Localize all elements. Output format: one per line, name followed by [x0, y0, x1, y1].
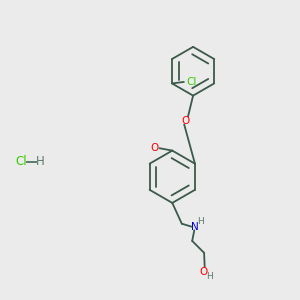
Text: O: O [182, 116, 190, 126]
Text: H: H [36, 155, 45, 168]
Text: O: O [150, 143, 158, 153]
Text: N: N [191, 222, 199, 232]
Text: H: H [206, 272, 212, 281]
Text: Cl: Cl [15, 155, 26, 168]
Text: Cl: Cl [186, 77, 196, 87]
Text: O: O [199, 268, 207, 278]
Text: H: H [197, 217, 204, 226]
